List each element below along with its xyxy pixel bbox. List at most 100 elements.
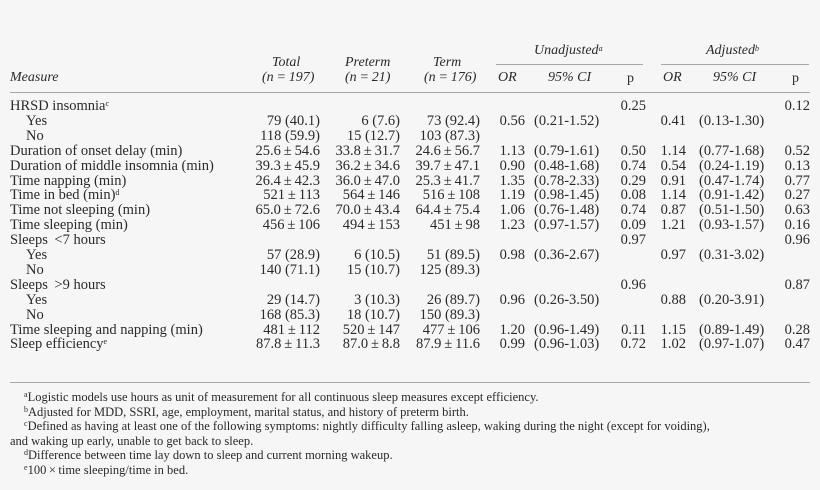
cell-preterm: 15 (10.7)	[346, 261, 400, 278]
adjusted-rule	[661, 64, 809, 65]
cell-total: 26.4 ± 42.3	[255, 172, 320, 189]
cell-preterm: 6 (7.6)	[361, 112, 400, 129]
header-term: Term	[433, 55, 462, 70]
unadjusted-rule	[496, 64, 643, 65]
cell-u-ci: (0.78-2.33)	[534, 172, 600, 189]
table-row: Sleep efficiencye 87.8 ± 11.3 87.0 ± 8.8 87…	[0, 336, 820, 352]
cell-total: 481 ± 112	[263, 321, 320, 338]
cell-term: 51 (89.5)	[426, 247, 480, 263]
cell-a-p: 0.96	[784, 232, 810, 249]
cell-a-or: 1.21	[660, 217, 686, 234]
cell-a-or: 0.97	[660, 247, 686, 263]
cell-a-ci: (0.51-1.50)	[699, 202, 765, 219]
cell-preterm: 36.2 ± 34.6	[335, 157, 400, 174]
cell-a-p: 0.52	[784, 142, 810, 159]
header-adj-p: p	[792, 71, 799, 86]
cell-preterm: 3 (10.3)	[354, 291, 400, 308]
table-row: HRSD insomniac 0.25 0.12	[0, 98, 820, 114]
cell-a-p: 0.63	[784, 202, 810, 219]
cell-preterm: 520 ± 147	[342, 321, 400, 338]
cell-a-ci: (0.89-1.49)	[699, 321, 765, 338]
row-measure: No	[26, 261, 44, 278]
header-total-n: (n = 197)	[262, 70, 315, 85]
cell-u-ci: (0.97-1.57)	[534, 217, 600, 234]
cell-a-or: 0.91	[660, 172, 686, 189]
cell-u-or: 1.19	[499, 187, 525, 204]
cell-total: 140 (71.1)	[259, 261, 320, 278]
cell-u-or: 1.20	[499, 321, 525, 338]
cell-a-p: 0.27	[784, 187, 810, 204]
row-measure: HRSD insomniac	[10, 98, 110, 114]
cell-a-p: 0.16	[784, 217, 810, 234]
cell-u-or: 0.98	[499, 247, 525, 263]
cell-u-p: 0.25	[620, 98, 646, 114]
cell-a-p: 0.87	[784, 276, 810, 293]
cell-a-or: 0.87	[660, 202, 686, 219]
cell-a-or: 0.88	[660, 291, 686, 308]
cell-a-ci: (0.24-1.19)	[699, 157, 765, 174]
cell-a-or: 0.54	[660, 157, 686, 174]
cell-u-p: 0.72	[620, 336, 646, 353]
cell-u-p: 0.50	[620, 142, 646, 159]
header-unadj-or: OR	[498, 70, 517, 85]
table-row: No 140 (71.1) 15 (10.7) 125 (89.3)	[0, 262, 820, 278]
cell-preterm: 18 (10.7)	[346, 306, 400, 323]
cell-u-p: 0.97	[620, 232, 646, 249]
table-row: Duration of onset delay (min) 25.6 ± 54.6…	[0, 143, 820, 159]
table-row: Yes 79 (40.1) 6 (7.6) 73 (92.4) 0.56 (0.21-1.…	[0, 113, 820, 129]
cell-u-p: 0.74	[620, 202, 646, 219]
cell-u-or: 1.13	[499, 142, 525, 159]
cell-total: 456 ± 106	[262, 217, 320, 234]
row-measure: Duration of onset delay (min)	[10, 142, 183, 159]
cell-a-or: 1.14	[660, 142, 686, 159]
cell-u-or: 0.99	[499, 336, 525, 353]
cell-u-p: 0.96	[620, 276, 646, 293]
row-measure: Sleeps >9 hours	[10, 276, 106, 293]
cell-term: 64.4 ± 75.4	[415, 202, 480, 219]
header-unadjusted: Unadjusteda	[534, 43, 603, 58]
row-measure: Yes	[26, 247, 48, 263]
cell-u-or: 1.06	[499, 202, 525, 219]
cell-preterm: 494 ± 153	[342, 217, 400, 234]
cell-a-or: 0.41	[660, 112, 686, 129]
table-row: Time sleeping and napping (min) 481 ± 112…	[0, 322, 820, 338]
cell-a-ci: (0.97-1.07)	[699, 336, 765, 353]
table-row: Yes 57 (28.9) 6 (10.5) 51 (89.5) 0.98 (0.36-2…	[0, 247, 820, 263]
cell-total: 65.0 ± 72.6	[255, 202, 320, 219]
cell-u-or: 0.96	[499, 291, 525, 308]
footnote-e: e100 × time sleeping/time in bed.	[24, 463, 189, 477]
cell-preterm: 6 (10.5)	[354, 247, 400, 263]
table-row: Yes 29 (14.7) 3 (10.3) 26 (89.7) 0.96 (0.26-3…	[0, 292, 820, 308]
cell-a-p: 0.28	[784, 321, 810, 338]
header-bottom-rule	[10, 92, 810, 93]
cell-total: 118 (59.9)	[260, 127, 320, 144]
row-measure: No	[26, 306, 44, 323]
table-row: No 168 (85.3) 18 (10.7) 150 (89.3)	[0, 307, 820, 323]
cell-preterm: 87.0 ± 8.8	[342, 336, 400, 353]
cell-total: 25.6 ± 54.6	[255, 142, 320, 159]
header-adj-ci: 95% CI	[713, 70, 757, 85]
cell-u-ci: (0.98-1.45)	[534, 187, 600, 204]
cell-a-ci: (0.31-3.02)	[699, 247, 765, 263]
row-measure: Yes	[26, 291, 48, 308]
cell-u-ci: (0.36-2.67)	[534, 247, 600, 263]
header-preterm: Preterm	[345, 55, 391, 70]
header-term-n: (n = 176)	[424, 70, 477, 85]
cell-u-ci: (0.76-1.48)	[534, 202, 600, 219]
cell-preterm: 36.0 ± 47.0	[335, 172, 400, 189]
cell-u-p: 0.08	[620, 187, 646, 204]
table-row: No 118 (59.9) 15 (12.7) 103 (87.3)	[0, 128, 820, 144]
cell-term: 24.6 ± 56.7	[415, 142, 480, 159]
cell-u-p: 0.29	[620, 172, 646, 189]
cell-preterm: 15 (12.7)	[346, 127, 400, 144]
table-row: Sleeps <7 hours 0.97 0.96	[0, 232, 820, 248]
cell-total: 79 (40.1)	[266, 112, 320, 129]
footnote-c: cDefined as having at least one of the f…	[24, 419, 710, 434]
cell-a-or: 1.02	[660, 336, 686, 353]
row-measure: Sleep efficiencye	[10, 336, 108, 353]
footnote-a: aLogistic models use hours as unit of me…	[24, 390, 539, 404]
table-row: Sleeps >9 hours 0.96 0.87	[0, 277, 820, 293]
cell-u-or: 0.56	[499, 112, 525, 129]
cell-a-ci: (0.47-1.74)	[699, 172, 765, 189]
cell-a-ci: (0.91-1.42)	[699, 187, 765, 204]
